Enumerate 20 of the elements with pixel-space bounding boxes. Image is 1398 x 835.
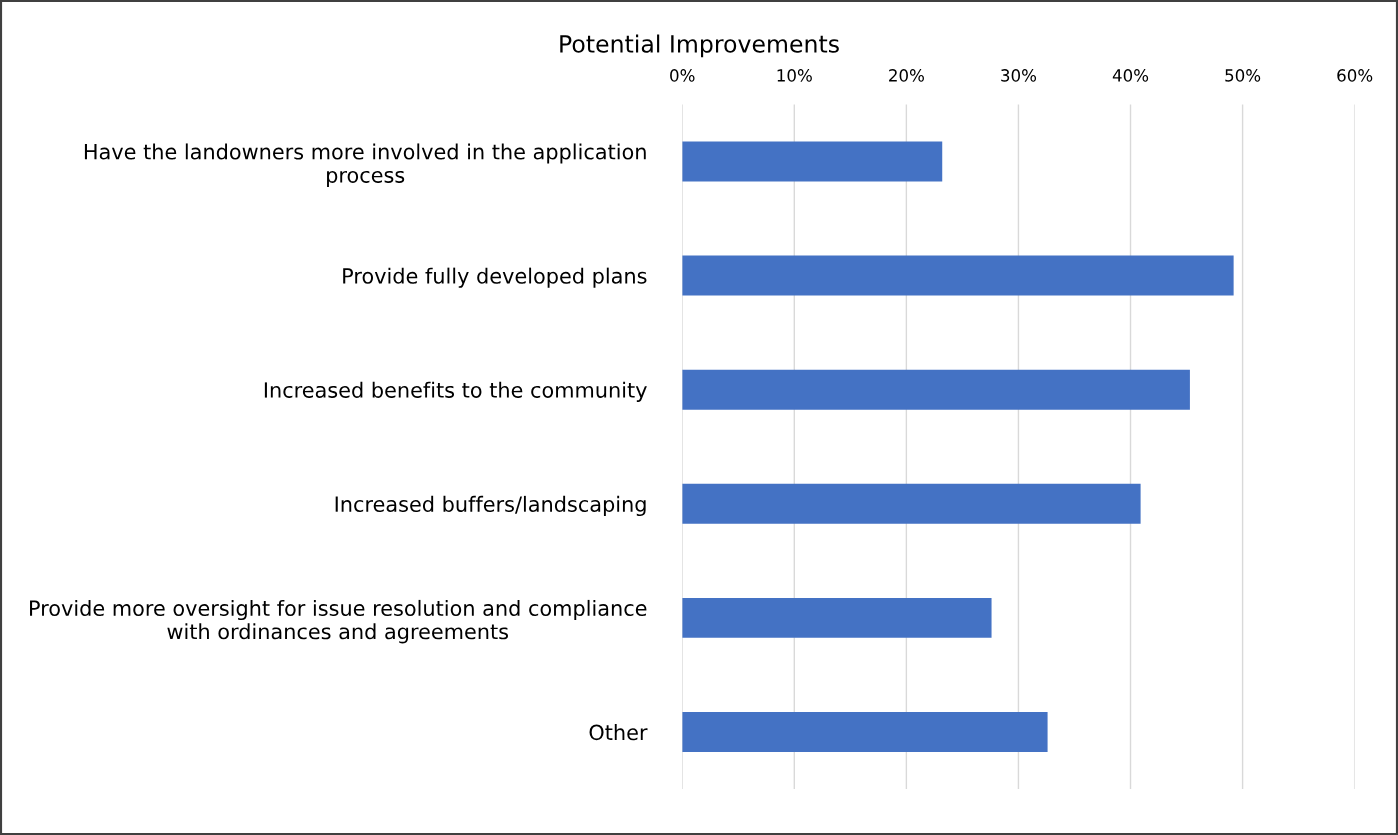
x-tick-label: 40% <box>1112 69 1149 82</box>
x-tick-label: 50% <box>1225 69 1261 82</box>
y-tick-label: Have the landowners more involved in the application process <box>84 143 646 187</box>
y-tick-label: Provide fully developed plans <box>343 267 647 288</box>
x-tick-label: 0% <box>670 69 695 82</box>
x-tick-label: 60% <box>1337 69 1373 82</box>
bar <box>682 141 943 182</box>
y-tick-label: Increased benefits to the community <box>264 381 647 402</box>
bar <box>682 597 992 638</box>
x-tick-label: 10% <box>777 69 812 82</box>
bar <box>682 712 1048 752</box>
bar <box>682 483 1141 524</box>
bar <box>682 255 1234 296</box>
chart-title: Potential Improvements <box>560 34 839 58</box>
x-tick-label: 20% <box>889 69 924 82</box>
bar <box>682 369 1190 410</box>
x-tick-label: 30% <box>1001 69 1037 82</box>
y-tick-label: Provide more oversight for issue resolution and compliance with ordinances and agreements <box>30 599 647 644</box>
y-tick-label: Other <box>589 724 648 741</box>
y-tick-label: Increased buffers/landscaping <box>335 495 646 517</box>
